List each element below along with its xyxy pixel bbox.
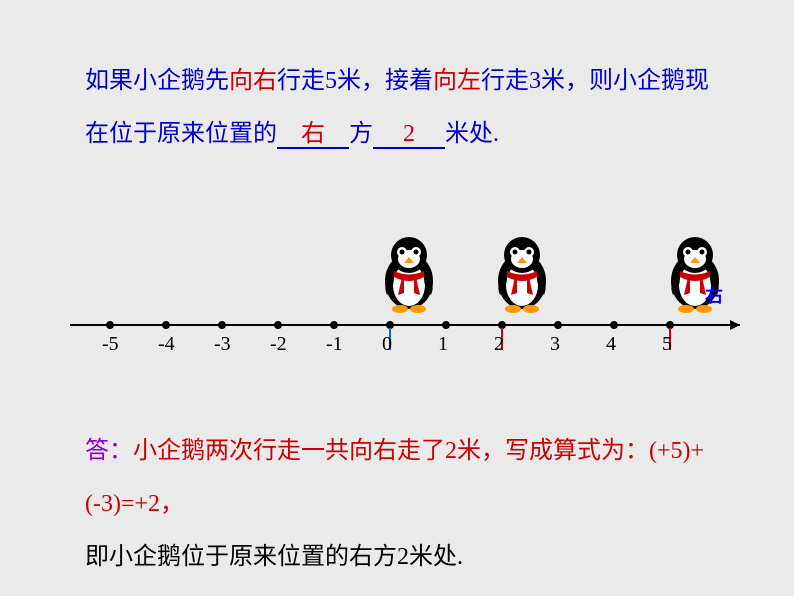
problem-text5: 米处.	[445, 121, 499, 147]
problem-text2: 行走5米，接着	[277, 68, 433, 94]
answer-prefix: 答：	[85, 438, 133, 464]
tick-label: 3	[550, 333, 560, 356]
problem-red1: 向右	[229, 68, 277, 94]
tick-label: 0	[382, 333, 392, 356]
blank2: 2	[403, 121, 415, 147]
problem-text1: 如果小企鹅先	[85, 68, 229, 94]
penguin-icon	[372, 233, 447, 313]
tick-label: -4	[158, 333, 175, 356]
tick-label: 4	[606, 333, 616, 356]
penguin-icon	[485, 233, 560, 313]
tick-label: 1	[438, 333, 448, 356]
answer-comma: ，	[160, 491, 184, 517]
right-direction-label: 右	[705, 282, 723, 308]
problem-text4: 方	[349, 121, 373, 147]
tick-label: -3	[214, 333, 231, 356]
tick-label: 5	[662, 333, 672, 356]
answer-line1: 小企鹅两次行走一共向右走了2米，写成算式为：	[133, 438, 649, 464]
number-line-diagram: -5 -4 -3 -2 -1 0 1 2 3 4 5	[60, 225, 760, 405]
tick-label: -2	[270, 333, 287, 356]
tick-label: 2	[494, 333, 504, 356]
answer-block: 答：小企鹅两次行走一共向右走了2米，写成算式为：(+5)+(-3)=+2， 即小…	[85, 425, 714, 583]
blank1: 右	[301, 121, 325, 147]
problem-red2: 向左	[433, 68, 481, 94]
tick-label: -5	[102, 333, 119, 356]
answer-line2: 即小企鹅位于原来位置的右方2米处.	[85, 544, 463, 570]
tick-label: -1	[326, 333, 343, 356]
